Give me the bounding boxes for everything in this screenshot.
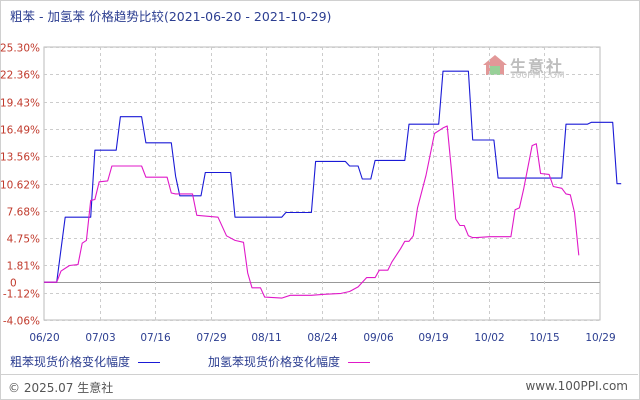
y-tick-label: -1.12%	[3, 289, 40, 301]
series-line-2	[44, 125, 580, 299]
y-tick-label: 7.68%	[7, 207, 40, 219]
footer-site-link[interactable]: www.100PPI.com	[525, 379, 628, 393]
x-tick-label: 06/20	[29, 332, 59, 344]
legend-label-series1: 粗苯现货价格变化幅度	[10, 355, 131, 369]
legend-item-series2: 加氢苯现货价格变化幅度	[208, 353, 371, 370]
y-tick-label: 10.62%	[0, 180, 40, 192]
legend-item-series1: 粗苯现货价格变化幅度	[10, 353, 161, 370]
watermark-sub: 100PPI.COM	[510, 71, 565, 81]
y-tick-label: 19.43%	[0, 98, 40, 110]
legend-swatch-series2	[348, 362, 371, 363]
zero-label: 0	[10, 278, 17, 290]
x-tick-label: 09/19	[418, 332, 448, 344]
x-tick-label: 09/06	[363, 332, 394, 344]
x-tick-label: 08/24	[307, 332, 338, 344]
title-date-range: (2021-06-20 - 2021-10-29)	[163, 9, 332, 24]
watermark-text: 生意社	[510, 57, 565, 76]
y-tick-label: 13.56%	[0, 152, 40, 164]
x-tick-label: 10/02	[474, 332, 504, 344]
y-tick-label: 1.81%	[7, 261, 40, 273]
y-tick-label: 25.30%	[0, 43, 40, 55]
y-tick-label: 22.36%	[0, 70, 40, 82]
footer: © 2025.07 生意社 www.100PPI.com	[0, 374, 638, 399]
chart-title: 粗苯 - 加氢苯 价格趋势比较(2021-06-20 - 2021-10-29)	[10, 6, 331, 25]
y-tick-label: 4.75%	[7, 234, 40, 246]
x-tick-label: 07/16	[140, 332, 171, 344]
x-tick-label: 10/15	[529, 332, 559, 344]
x-tick-label: 08/11	[251, 332, 281, 344]
y-tick-label: 16.49%	[0, 125, 40, 137]
x-tick-label: 10/29	[585, 332, 615, 344]
title-text: 粗苯 - 加氢苯 价格趋势比较	[10, 9, 164, 24]
series-line-1	[44, 70, 622, 283]
plot-area	[43, 46, 601, 321]
x-tick-label: 07/29	[196, 332, 226, 344]
legend-label-series2: 加氢苯现货价格变化幅度	[208, 355, 341, 369]
footer-copyright: © 2025.07 生意社	[8, 381, 114, 395]
x-tick-label: 07/03	[85, 332, 115, 344]
legend-swatch-series1	[138, 362, 161, 363]
y-tick-label: -4.06%	[3, 316, 40, 328]
